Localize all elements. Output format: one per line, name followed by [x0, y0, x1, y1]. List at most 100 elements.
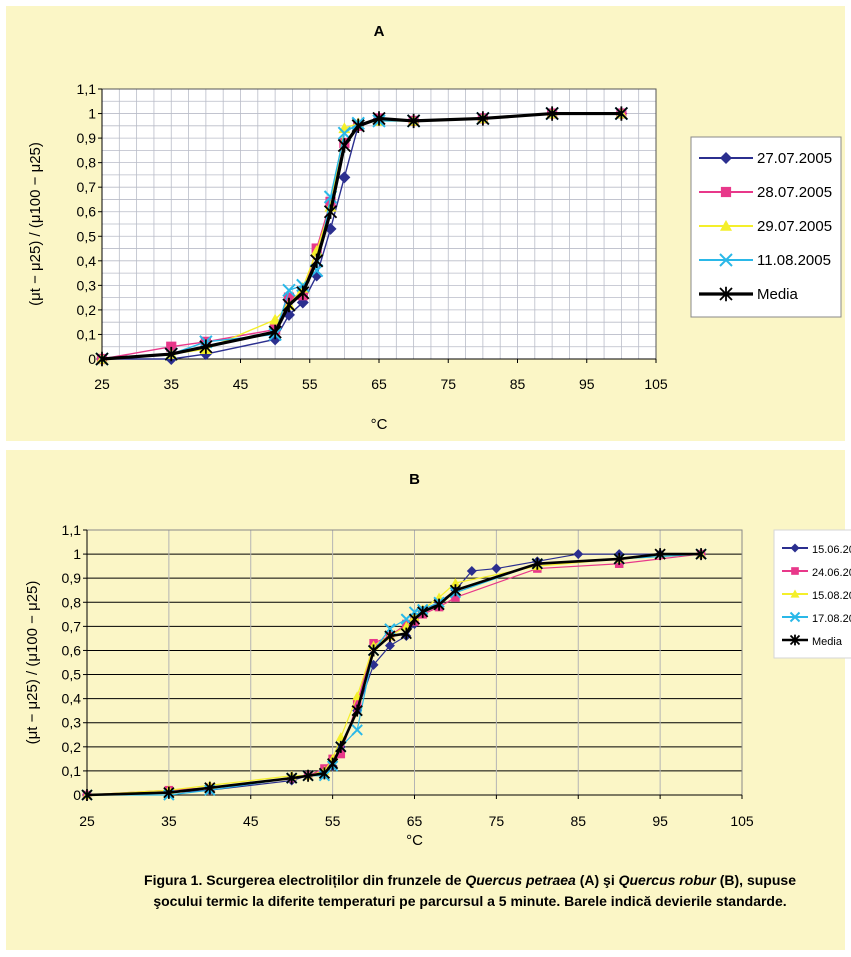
legend-marker — [720, 186, 732, 198]
data-point — [336, 749, 346, 759]
data-point — [372, 111, 386, 126]
data-point — [406, 113, 421, 129]
data-point — [323, 204, 338, 219]
chart-b-svg: B 0 0,1 0,2 0,3 0,4 0,5 0,6 0,7 0,8 0,9 1 1,1 25 35 45 5… — [24, 471, 851, 849]
data-point — [400, 627, 412, 640]
legend-label: Media — [757, 286, 799, 303]
data-point — [338, 171, 351, 184]
legend-label: Media — [812, 636, 843, 648]
y-tick-label: 0,2 — [77, 302, 97, 318]
y-tick-label: 0,6 — [62, 642, 82, 658]
x-tick-label: 55 — [302, 376, 318, 392]
data-point — [199, 339, 213, 354]
data-point — [531, 557, 543, 570]
data-point — [384, 630, 396, 642]
caption-prefix: Figura 1. Scurgerea electroliților din f… — [144, 872, 466, 888]
data-point — [310, 253, 324, 269]
chart-title: A — [374, 23, 385, 40]
data-point — [613, 552, 625, 565]
data-point — [163, 786, 175, 799]
data-point — [573, 549, 584, 560]
y-tick-label: 0 — [73, 787, 81, 803]
data-point — [166, 341, 177, 352]
series-5 — [81, 548, 707, 801]
data-point — [451, 593, 460, 602]
x-tick-label: 85 — [570, 813, 586, 829]
x-tick-label: 45 — [233, 376, 249, 392]
caption-line2: (B), supuse şocului termic la diferite t… — [153, 872, 796, 909]
y-tick-label: 0 — [88, 351, 96, 367]
legend-marker — [790, 589, 800, 598]
legend-marker — [789, 634, 801, 646]
x-tick-label: 95 — [579, 376, 595, 392]
data-point — [384, 640, 395, 651]
data-point — [268, 324, 282, 340]
y-tick-label: 0,4 — [77, 253, 97, 269]
legend-marker — [790, 543, 800, 553]
data-point — [351, 704, 363, 717]
y-tick-label: 0,8 — [77, 155, 97, 171]
y-tick-label: 0,6 — [77, 204, 97, 220]
legend-marker — [791, 567, 799, 575]
data-point — [614, 106, 629, 121]
y-tick-label: 0,4 — [62, 691, 82, 707]
data-point — [302, 769, 314, 782]
data-point — [367, 644, 380, 657]
y-tick-label: 0,3 — [62, 715, 82, 731]
legend-label: 15.08.200 — [812, 590, 851, 602]
data-point — [296, 285, 310, 300]
x-tick-label: 105 — [644, 376, 668, 392]
y-tick-label: 1,1 — [62, 522, 82, 538]
caption-species-b: Quercus robur — [618, 872, 716, 888]
y-axis-label: (μt − μ25) / (μ100 − μ25) — [24, 581, 41, 745]
y-tick-label: 0,1 — [77, 326, 97, 342]
legend-marker — [719, 253, 733, 267]
data-point — [545, 106, 559, 121]
y-tick-label: 0,5 — [62, 667, 82, 683]
data-point — [318, 767, 331, 780]
caption-species-a: Quercus petraea — [465, 872, 576, 888]
data-point — [81, 789, 93, 801]
y-tick-label: 0,9 — [62, 570, 82, 586]
data-point — [269, 313, 282, 325]
figure-caption: Figura 1. Scurgerea electroliților din f… — [120, 870, 820, 912]
y-tick-label: 0,8 — [62, 594, 82, 610]
legend-label: 24.06.200 — [812, 567, 851, 579]
legend-marker — [719, 286, 733, 302]
x-tick-label: 55 — [325, 813, 341, 829]
x-tick-label: 35 — [161, 813, 177, 829]
data-point — [368, 659, 379, 670]
y-tick-label: 0,7 — [62, 618, 82, 634]
x-tick-label: 45 — [243, 813, 259, 829]
chart-a-svg: A 0 0,1 0,2 0,3 0,4 0,5 0,6 0,7 0,8 0,9 1 1,1 25 35 45 5… — [27, 23, 842, 433]
data-point — [282, 297, 296, 313]
x-tick-label: 25 — [94, 376, 110, 392]
data-point — [351, 118, 365, 134]
caption-mid: (A) şi — [575, 872, 619, 888]
x-axis-label: °C — [371, 416, 388, 433]
data-point — [95, 351, 109, 367]
x-tick-label: 25 — [79, 813, 95, 829]
legend-marker — [789, 611, 801, 623]
data-point — [695, 548, 707, 561]
x-tick-label: 65 — [407, 813, 423, 829]
data-point — [337, 138, 352, 153]
legend-marker — [720, 152, 732, 164]
chart-panel-a: A 0 0,1 0,2 0,3 0,4 0,5 0,6 0,7 0,8 0,9 1 1,1 25 35 45 5… — [6, 6, 845, 441]
y-tick-label: 1 — [73, 546, 81, 562]
x-tick-label: 35 — [163, 376, 179, 392]
data-point — [476, 111, 490, 126]
y-tick-label: 0,2 — [62, 739, 82, 755]
x-tick-label: 85 — [510, 376, 526, 392]
data-point — [433, 598, 445, 611]
data-point — [417, 605, 429, 618]
data-point — [491, 563, 502, 574]
data-point — [654, 548, 666, 561]
x-axis-label: °C — [406, 832, 423, 849]
data-point — [286, 772, 298, 785]
x-tick-label: 105 — [730, 813, 754, 829]
legend-marker — [720, 220, 732, 231]
x-tick-label: 95 — [652, 813, 668, 829]
y-axis-label: (μt − μ25) / (μ100 − μ25) — [27, 142, 44, 306]
legend-label: 11.08.2005 — [757, 252, 831, 269]
